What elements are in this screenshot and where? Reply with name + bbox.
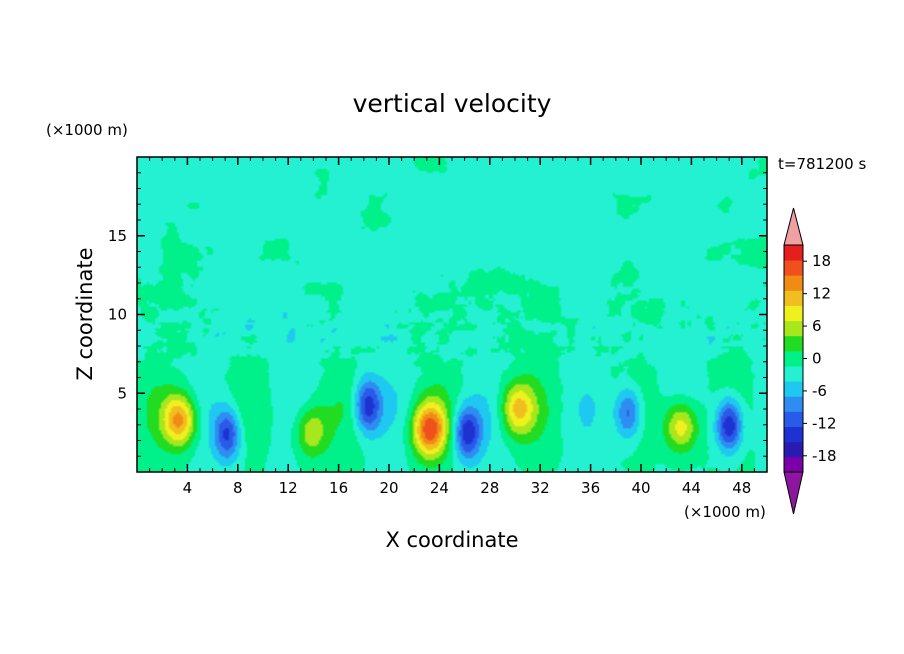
colorbar-bin — [784, 320, 803, 337]
colorbar-bin — [784, 441, 803, 458]
y-axis-label: Z coordinate — [73, 247, 97, 380]
colorbar-bin — [784, 260, 803, 276]
x-tick-label: 44 — [682, 479, 701, 497]
colorbar: 18 12 6 0 -6 -12 -18 — [783, 207, 837, 515]
colorbar-bin — [784, 396, 803, 412]
colorbar-tick-label: 18 — [812, 252, 831, 270]
colorbar-bin — [784, 290, 803, 306]
x-tick-label: 4 — [183, 479, 193, 497]
x-tick-label: 24 — [430, 479, 449, 497]
y-axis: 5 10 15 — [108, 172, 767, 457]
colorbar-bin — [784, 305, 803, 322]
colorbar-tick-label: -6 — [812, 382, 827, 400]
y-tick-label: 5 — [117, 384, 127, 402]
heatmap-field — [137, 157, 767, 472]
x-tick-label: 8 — [233, 479, 243, 497]
x-tick-label: 16 — [329, 479, 348, 497]
x-tick-label: 28 — [480, 479, 499, 497]
colorbar-tick-label: -12 — [812, 414, 837, 432]
chart-title: vertical velocity — [353, 89, 552, 118]
colorbar-tick-label: 0 — [812, 350, 822, 368]
colorbar-bin — [784, 275, 803, 291]
colorbar-under-arrow — [783, 471, 804, 515]
x-tick-label: 36 — [581, 479, 600, 497]
x-axis: 4 8 12 16 20 24 28 32 36 40 44 48 — [149, 157, 755, 497]
colorbar-bin — [784, 426, 803, 443]
x-unit-label: (×1000 m) — [684, 503, 766, 521]
colorbar-tick-label: 12 — [812, 285, 831, 303]
colorbar-bin — [784, 456, 803, 473]
colorbar-over-arrow — [783, 207, 804, 246]
y-unit-label: (×1000 m) — [46, 121, 128, 139]
x-axis-label: X coordinate — [385, 528, 518, 552]
colorbar-bin — [784, 411, 803, 427]
colorbar-bin — [784, 335, 803, 352]
x-tick-label: 20 — [379, 479, 398, 497]
y-tick-label: 10 — [108, 306, 127, 324]
colorbar-bin — [784, 366, 803, 382]
y-tick-label: 15 — [108, 227, 127, 245]
colorbar-bin — [784, 245, 803, 261]
colorbar-tick-label: 6 — [812, 317, 822, 335]
x-tick-label: 48 — [732, 479, 751, 497]
x-tick-label: 40 — [631, 479, 650, 497]
colorbar-bin — [784, 381, 803, 397]
x-tick-label: 32 — [531, 479, 550, 497]
colorbar-tick-label: -18 — [812, 447, 837, 465]
time-label: t=781200 s — [778, 155, 866, 173]
colorbar-bin — [784, 350, 803, 367]
x-tick-label: 12 — [279, 479, 298, 497]
